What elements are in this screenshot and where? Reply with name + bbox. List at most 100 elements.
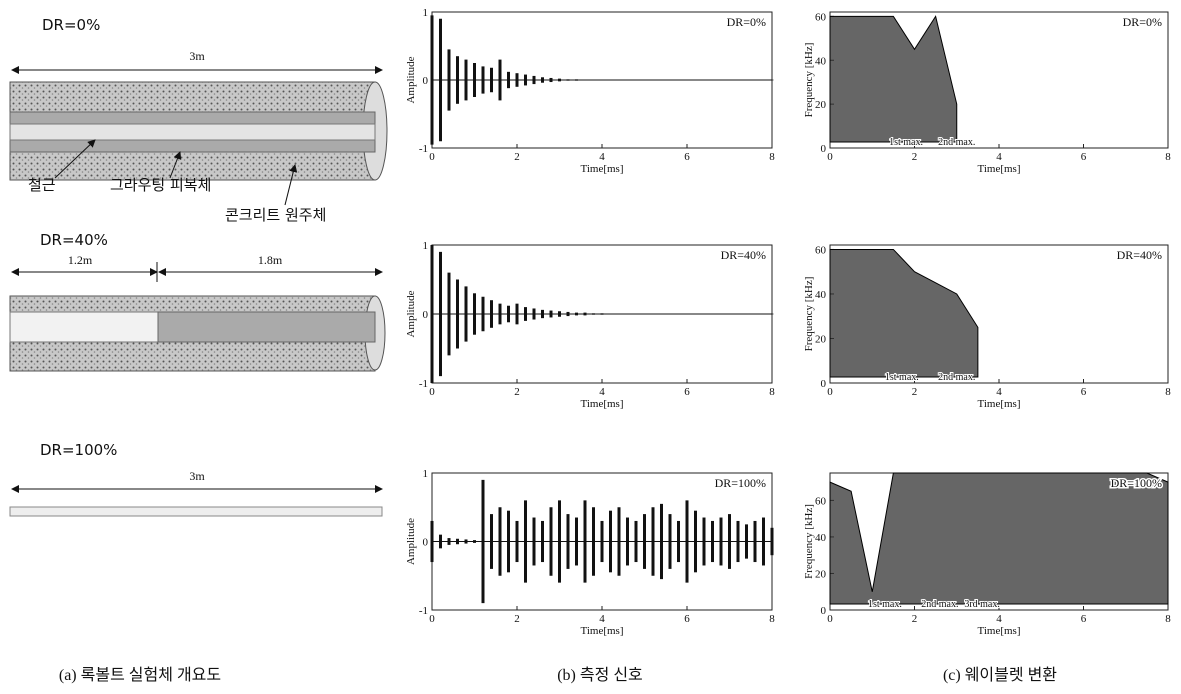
annotation: 1st max. [868, 599, 902, 610]
row-label: DR=0% [42, 16, 100, 34]
x-tick-label: 0 [429, 151, 435, 163]
annotation: 2nd max. [921, 599, 958, 610]
x-tick-label: 8 [1165, 151, 1171, 163]
part-label: 철근 [28, 176, 56, 194]
caption: (b) 측정 신호 [557, 666, 643, 684]
y-tick-label: 0 [821, 605, 827, 617]
y-tick-label: 0 [821, 378, 827, 390]
panel-title: DR=0% [1123, 15, 1162, 29]
y-tick-label: 1 [423, 240, 429, 252]
y-tick-label: 1 [423, 7, 429, 19]
steel-bar [10, 507, 382, 516]
annotation: 2nd max. [938, 137, 975, 148]
dimension-label: 3m [189, 469, 205, 483]
x-axis-label: Time[ms] [581, 398, 624, 410]
x-tick-label: 4 [996, 386, 1002, 398]
annotation: 1st max. [885, 372, 919, 383]
panel-title: DR=40% [721, 248, 766, 262]
row-label: DR=100% [40, 441, 117, 459]
annotation: 2nd max. [938, 372, 975, 383]
x-tick-label: 2 [514, 386, 520, 398]
y-tick-label: 20 [815, 568, 827, 580]
chart: 0 2 4 6 8 0 20 40 60 Time[ms] Frequency [kHz] 1st m… [803, 244, 1171, 410]
annotation: 3rd max. [964, 599, 1000, 610]
x-tick-label: 8 [769, 386, 775, 398]
x-axis-label: Time[ms] [978, 163, 1021, 175]
y-tick-label: -1 [419, 605, 428, 617]
y-axis-label: Amplitude [405, 56, 417, 103]
x-axis-label: Time[ms] [978, 625, 1021, 637]
grout-layer [158, 312, 375, 342]
y-axis-label: Frequency [kHz] [803, 277, 815, 352]
caption: (c) 웨이블렛 변환 [943, 666, 1057, 684]
x-tick-label: 8 [1165, 386, 1171, 398]
figure: DR=0% 3m 철근 그라우팅 피복체 콘크리트 원주체 DR=40% 1.2… [0, 0, 1181, 689]
y-tick-label: -1 [419, 378, 428, 390]
panel-title: DR=100% [715, 476, 766, 490]
y-axis-label: Frequency [kHz] [803, 504, 815, 579]
caption: (a) 록볼트 실험체 개요도 [59, 666, 221, 684]
x-tick-label: 4 [599, 386, 605, 398]
y-tick-label: 40 [815, 289, 827, 301]
x-tick-label: 6 [684, 151, 690, 163]
y-tick-label: 0 [423, 309, 429, 321]
x-tick-label: 8 [769, 613, 775, 625]
steel-bar [10, 124, 375, 140]
diagram: DR=0% 3m 철근 그라우팅 피복체 콘크리트 원주체 DR=40% 1.2… [10, 16, 387, 516]
panel-title: DR=100% [1111, 476, 1162, 490]
row-label: DR=40% [40, 231, 108, 249]
x-tick-label: 6 [1081, 386, 1087, 398]
x-tick-label: 0 [827, 386, 833, 398]
y-tick-label: 60 [815, 11, 827, 23]
ungrouted-section [10, 312, 158, 342]
y-tick-label: 60 [815, 244, 827, 256]
y-tick-label: 0 [423, 537, 429, 549]
y-tick-label: 0 [821, 143, 827, 155]
contour-region [830, 473, 1168, 604]
x-axis-label: Time[ms] [581, 625, 624, 637]
x-axis-label: Time[ms] [581, 163, 624, 175]
part-label: 콘크리트 원주체 [225, 206, 326, 224]
x-tick-label: 4 [599, 151, 605, 163]
y-axis-label: Frequency [kHz] [803, 43, 815, 118]
y-tick-label: 40 [815, 55, 827, 67]
panel-title: DR=0% [727, 15, 766, 29]
y-axis-label: Amplitude [405, 518, 417, 565]
x-tick-label: 8 [769, 151, 775, 163]
x-tick-label: 6 [684, 386, 690, 398]
x-tick-label: 6 [1081, 151, 1087, 163]
y-tick-label: 40 [815, 532, 827, 544]
y-tick-label: 60 [815, 495, 827, 507]
dimension-label: 3m [189, 49, 205, 63]
contour-region [830, 16, 957, 142]
x-tick-label: 4 [996, 613, 1002, 625]
x-tick-label: 8 [1165, 613, 1171, 625]
x-tick-label: 4 [996, 151, 1002, 163]
x-tick-label: 0 [827, 151, 833, 163]
y-tick-label: -1 [419, 143, 428, 155]
x-tick-label: 2 [514, 151, 520, 163]
y-tick-label: 1 [423, 468, 429, 480]
annotation: 1st max. [889, 137, 923, 148]
contour-region [830, 249, 978, 377]
x-tick-label: 2 [912, 613, 918, 625]
x-axis-label: Time[ms] [978, 398, 1021, 410]
part-label: 그라우팅 피복체 [110, 176, 211, 194]
y-tick-label: 20 [815, 333, 827, 345]
x-tick-label: 2 [912, 386, 918, 398]
y-tick-label: 0 [423, 75, 429, 87]
dimension-label: 1.2m [68, 253, 93, 267]
chart: 02468-101Time[ms]AmplitudeDR=100% [405, 468, 775, 637]
dimension-label: 1.8m [258, 253, 283, 267]
panel-title: DR=40% [1117, 248, 1162, 262]
x-tick-label: 0 [429, 613, 435, 625]
x-tick-label: 0 [429, 386, 435, 398]
x-tick-label: 6 [684, 613, 690, 625]
x-tick-label: 2 [912, 151, 918, 163]
x-tick-label: 2 [514, 613, 520, 625]
x-tick-label: 0 [827, 613, 833, 625]
